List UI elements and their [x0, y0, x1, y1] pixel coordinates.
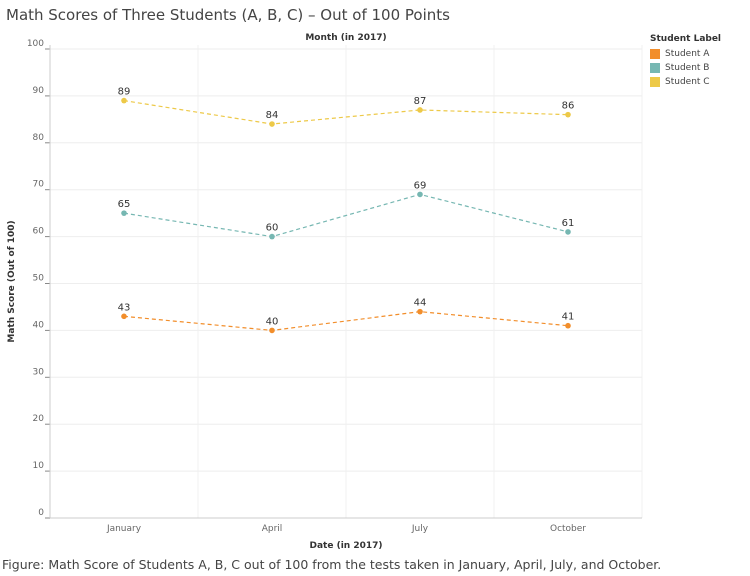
- legend-label: Student A: [665, 49, 710, 59]
- series-line-student-c: [123, 99, 569, 125]
- data-point: [417, 308, 423, 315]
- y-tick-label: 60: [33, 227, 45, 237]
- data-label: 89: [118, 87, 131, 98]
- data-label: 84: [266, 110, 279, 121]
- y-tick-label: 90: [33, 86, 45, 96]
- legend-swatch: [650, 49, 660, 59]
- y-tick-label: 100: [27, 39, 44, 49]
- y-tick-label: 10: [33, 461, 45, 471]
- top-axis-label: Month (in 2017): [305, 33, 386, 43]
- y-tick-label: 40: [33, 320, 45, 330]
- data-point: [269, 121, 275, 127]
- x-tick-label: April: [262, 524, 283, 534]
- data-point: [121, 313, 127, 320]
- data-label: 40: [266, 316, 279, 327]
- x-tick-label: October: [550, 524, 586, 534]
- data-label: 69: [414, 180, 427, 191]
- data-point: [121, 210, 127, 216]
- data-label: 65: [118, 199, 131, 210]
- legend-label: Student C: [665, 77, 710, 87]
- y-tick-label: 50: [33, 274, 45, 284]
- data-point: [565, 322, 571, 329]
- data-point: [121, 97, 127, 104]
- data-point: [565, 111, 571, 118]
- series-line-student-b: [123, 193, 569, 238]
- y-tick-label: 80: [33, 133, 45, 143]
- y-tick-label: 70: [33, 180, 45, 190]
- legend-swatch: [650, 63, 660, 73]
- line-chart: Month (in 2017) 0 10 20 30 40 50 60 70 80 90 100 Jan…: [7, 33, 643, 551]
- x-tick-label: January: [106, 524, 142, 534]
- data-label: 86: [562, 101, 575, 112]
- y-axis-title: Math Score (Out of 100): [7, 220, 17, 342]
- figure-caption: Figure: Math Score of Students A, B, C o…: [2, 557, 662, 572]
- legend: Student Label Student A Student B Studen…: [650, 34, 721, 89]
- data-label: 61: [562, 218, 575, 229]
- data-label: 87: [414, 96, 427, 107]
- series-line-student-a: [123, 311, 569, 332]
- data-point: [417, 107, 423, 113]
- chart-title: Math Scores of Three Students (A, B, C) …: [6, 6, 450, 24]
- legend-item-student-a[interactable]: Student A: [650, 47, 721, 61]
- data-label: 43: [118, 302, 131, 313]
- y-tick-label: 0: [38, 508, 44, 518]
- data-label: 60: [266, 223, 279, 234]
- x-axis-title: Date (in 2017): [310, 541, 383, 551]
- data-point: [417, 191, 423, 198]
- legend-item-student-b[interactable]: Student B: [650, 61, 721, 75]
- data-label: 44: [414, 298, 427, 309]
- data-label: 41: [562, 312, 575, 323]
- legend-item-student-c[interactable]: Student C: [650, 75, 721, 89]
- legend-label: Student B: [665, 63, 710, 73]
- x-tick-label: July: [411, 524, 429, 534]
- y-tick-label: 20: [33, 414, 45, 424]
- legend-swatch: [650, 77, 660, 87]
- data-point: [269, 327, 275, 334]
- y-tick-label: 30: [33, 367, 45, 377]
- data-point: [269, 233, 275, 240]
- legend-title: Student Label: [650, 34, 722, 44]
- data-point: [565, 229, 571, 235]
